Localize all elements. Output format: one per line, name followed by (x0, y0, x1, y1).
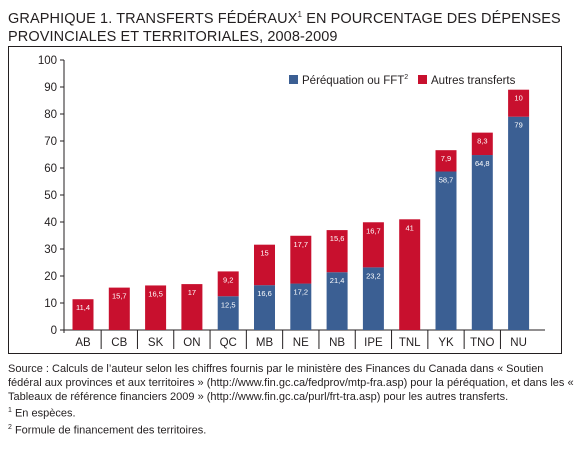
notes-section: Source : Calculs de l’auteur selon les c… (8, 362, 574, 437)
bar-label-equalization: 17,2 (293, 288, 308, 297)
x-tick-label: AB (75, 337, 91, 349)
bar-label-other-transfers: 9,2 (223, 275, 233, 284)
y-tick-label: 50 (44, 190, 57, 202)
bar-label-equalization: 12,5 (221, 300, 236, 309)
bar-label-other-transfers: 15,7 (112, 292, 127, 301)
legend-label-equalization: Péréquation ou FFT2 (302, 74, 408, 87)
chart-frame (8, 46, 562, 354)
bar-other-transfers (471, 132, 493, 156)
bar-other-transfers (217, 271, 239, 297)
footnote-1-number: 1 (8, 407, 12, 414)
legend-footnote-mark: 2 (404, 74, 408, 81)
chart-title-footnote-mark: 1 (297, 10, 303, 19)
footnote-1: 1 En espèces. (8, 404, 574, 421)
x-tick-label: CB (111, 337, 127, 349)
bar-other-transfers (72, 299, 94, 330)
x-tick-label: NB (329, 337, 345, 349)
source-note: Source : Calculs de l’auteur selon les c… (8, 363, 574, 403)
bar-equalization (362, 267, 384, 330)
bar-label-equalization: 64,8 (475, 159, 490, 168)
bar-equalization (508, 116, 530, 330)
y-tick-label: 0 (51, 325, 57, 337)
y-tick-label: 100 (38, 55, 57, 67)
chart-title-rest: EN POURCENTAGE DES DÉPENSES PROVINCIALES… (8, 10, 561, 45)
bar-equalization (290, 283, 312, 330)
bar-label-equalization: 58,7 (439, 176, 454, 185)
y-tick-label: 20 (44, 271, 57, 283)
bar-label-equalization: 21,4 (330, 276, 345, 285)
footnote-2: 2 Formule de financement des territoires… (8, 421, 574, 438)
y-tick-label: 30 (44, 244, 57, 256)
y-tick-label: 90 (44, 82, 57, 94)
x-tick-label: NE (293, 337, 309, 349)
x-tick-label: TNO (470, 337, 494, 349)
bar-other-transfers (435, 150, 457, 172)
bar-other-transfers (108, 287, 130, 330)
chart-title: GRAPHIQUE 1. TRANSFERTS FÉDÉRAUX1 EN POU… (8, 6, 568, 46)
bar-label-other-transfers: 17,7 (293, 240, 308, 249)
bar-other-transfers (399, 219, 421, 330)
bar-equalization (326, 272, 348, 330)
bar-other-transfers (362, 222, 384, 268)
bar-label-other-transfers: 15 (260, 249, 268, 258)
bar-equalization (254, 285, 275, 330)
legend-label-other-transfers: Autres transferts (431, 75, 516, 87)
bar-other-transfers (290, 235, 312, 284)
y-tick-label: 80 (44, 109, 57, 121)
footnote-2-number: 2 (8, 423, 12, 431)
bar-label-other-transfers: 15,6 (330, 234, 345, 243)
bar-other-transfers (145, 285, 167, 330)
bar-label-other-transfers: 16,7 (366, 226, 381, 235)
bar-label-other-transfers: 8,3 (477, 137, 487, 146)
y-tick-label: 70 (44, 136, 57, 148)
bar-other-transfers (508, 89, 530, 117)
bar-other-transfers (326, 230, 348, 273)
bar-label-equalization: 23,2 (366, 271, 381, 280)
bar-label-equalization: 79 (514, 121, 522, 130)
bar-label-equalization: 16,6 (257, 289, 272, 298)
x-tick-label: MB (256, 337, 274, 349)
x-tick-label: NU (510, 337, 527, 349)
bar-equalization (471, 155, 493, 330)
bar-label-other-transfers: 11,4 (76, 303, 90, 312)
x-tick-label: SK (148, 337, 164, 349)
x-tick-label: QC (220, 337, 237, 349)
legend-swatch-equalization (289, 75, 298, 84)
bar-label-other-transfers: 7,9 (441, 154, 451, 163)
y-tick-label: 40 (44, 217, 57, 229)
bar-equalization (217, 296, 239, 330)
chart-title-text: GRAPHIQUE 1. TRANSFERTS FÉDÉRAUX (8, 10, 298, 27)
bar-label-other-transfers: 17 (188, 288, 196, 297)
y-tick-label: 10 (44, 298, 57, 310)
x-tick-label: IPE (364, 337, 383, 349)
bar-equalization (435, 171, 457, 330)
footnote-1-text: En espèces. (11, 407, 76, 420)
footnote-2-text: Formule de financement des territoires. (11, 424, 207, 437)
x-tick-label: TNL (399, 337, 421, 349)
x-tick-label: ON (183, 337, 200, 349)
y-tick-label: 60 (44, 163, 57, 175)
bar-label-other-transfers: 10 (514, 94, 522, 103)
legend-swatch-other-transfers (418, 75, 427, 84)
bar-other-transfers (181, 284, 203, 330)
x-tick-label: YK (438, 337, 454, 349)
bar-label-other-transfers: 41 (406, 223, 414, 232)
bar-other-transfers (254, 244, 275, 286)
bar-label-other-transfers: 16,5 (148, 289, 163, 298)
